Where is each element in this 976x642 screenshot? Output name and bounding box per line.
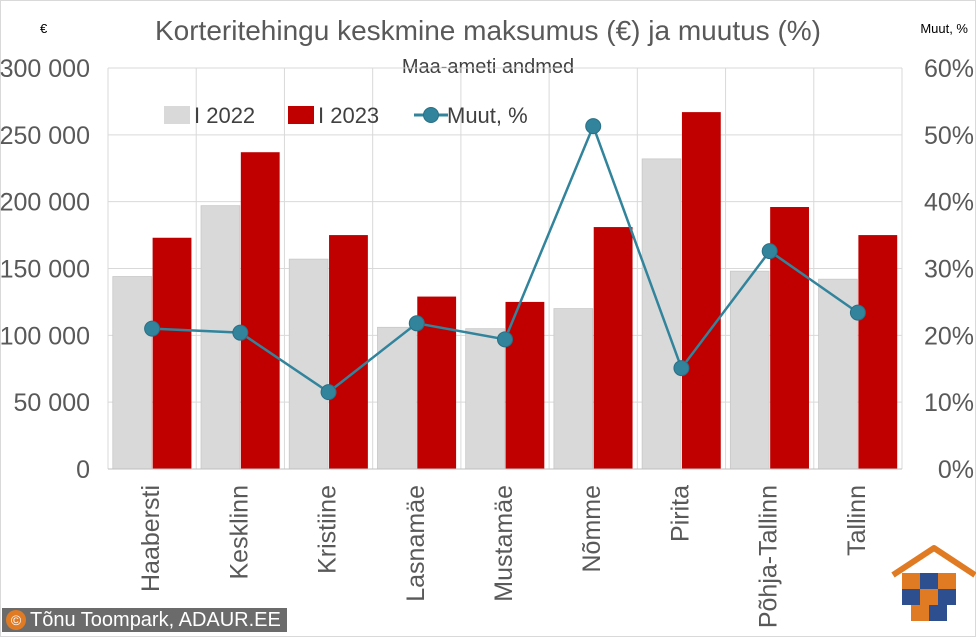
credit-text: Tõnu Toompark, ADAUR.EE xyxy=(30,609,281,631)
y-left-tick-label: 200 000 xyxy=(0,189,90,217)
change-point xyxy=(232,324,249,341)
bar-2022 xyxy=(553,308,594,470)
y-right-tick-label: 20% xyxy=(924,322,974,350)
y-axis-left-label: € xyxy=(40,21,48,36)
y-right-tick-label: 60% xyxy=(924,55,974,83)
category-label: Põhja-Tallinn xyxy=(755,485,783,628)
legend-label-change: Muut, % xyxy=(447,103,528,128)
copyright-credit: © Tõnu Toompark, ADAUR.EE xyxy=(2,608,287,632)
y-left-tick-label: 150 000 xyxy=(0,256,90,284)
legend-swatch-2022 xyxy=(164,106,190,124)
category-label: Nõmme xyxy=(578,485,606,573)
bar-2023 xyxy=(329,235,368,469)
category-label: Pirita xyxy=(666,485,694,542)
y-right-tick-label: 50% xyxy=(924,122,974,150)
bar-2023 xyxy=(240,152,280,469)
chart-subtitle: Maa-ameti andmed xyxy=(402,56,574,78)
change-point xyxy=(849,304,866,321)
y-left-tick-label: 0 xyxy=(76,456,90,484)
bar-2022 xyxy=(288,258,329,470)
change-point xyxy=(761,243,778,260)
y-right-tick-label: 0% xyxy=(938,456,974,484)
y-left-tick-label: 250 000 xyxy=(0,122,90,150)
category-label: Mustamäe xyxy=(490,485,518,602)
bar-2022 xyxy=(112,276,153,470)
category-label: Lasnamäe xyxy=(402,485,430,602)
bar-2022 xyxy=(377,326,417,470)
bar-2022 xyxy=(729,270,770,470)
puzzle-house-icon xyxy=(891,545,976,621)
change-point xyxy=(408,315,425,332)
bar-2023 xyxy=(858,235,898,469)
bar-2023 xyxy=(505,301,545,469)
y-right-tick-label: 40% xyxy=(924,189,974,217)
bar-2023 xyxy=(152,237,192,469)
category-label: Kesklinn xyxy=(225,485,253,580)
change-point xyxy=(144,320,161,337)
bar-2022 xyxy=(200,205,241,470)
copyright-icon: © xyxy=(6,610,26,630)
chart-title: Korteritehingu keskmine maksumus (€) ja … xyxy=(155,15,821,46)
bar-2022 xyxy=(641,158,682,470)
y-left-tick-label: 300 000 xyxy=(0,55,90,83)
category-label: Haabersti xyxy=(137,485,165,592)
change-point xyxy=(673,360,690,377)
legend-marker xyxy=(423,107,439,123)
change-point xyxy=(497,331,513,348)
category-label: Tallinn xyxy=(843,485,871,556)
change-point xyxy=(585,118,602,135)
bar-2023 xyxy=(681,112,721,470)
y-right-tick-label: 10% xyxy=(924,389,974,417)
y-left-tick-label: 100 000 xyxy=(0,322,90,350)
change-point xyxy=(320,384,337,401)
change-line xyxy=(144,118,866,401)
legend: I 2022 I 2023 Muut, % xyxy=(164,103,528,128)
legend-swatch-2023 xyxy=(288,106,314,124)
bar-2023 xyxy=(593,227,633,469)
legend-label-2022: I 2022 xyxy=(194,103,255,128)
bar-2022 xyxy=(465,328,505,470)
category-label: Kristiine xyxy=(314,485,342,574)
axes: 0 0% 50 000 10% 100 000 20% 150 000 30% 200 000 4… xyxy=(0,55,974,628)
legend-label-2023: I 2023 xyxy=(318,103,379,128)
y-right-tick-label: 30% xyxy=(924,256,974,284)
y-axis-right-label: Muut, % xyxy=(920,21,968,36)
y-left-tick-label: 50 000 xyxy=(14,389,90,417)
